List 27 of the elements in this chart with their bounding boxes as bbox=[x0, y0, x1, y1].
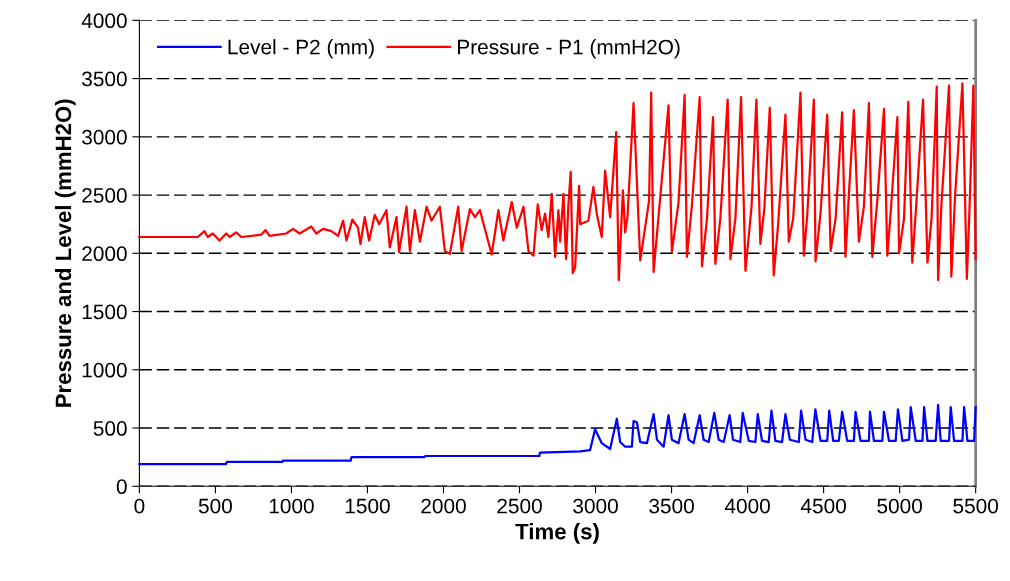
legend-label: Level - P2 (mm) bbox=[228, 39, 374, 59]
x-tick-label: 4500 bbox=[800, 498, 846, 514]
x-tick-label: 5000 bbox=[877, 498, 922, 514]
y-tick-label: 500 bbox=[93, 421, 127, 436]
x-tick-label: 1500 bbox=[345, 498, 390, 514]
x-tick-label: 3500 bbox=[649, 498, 694, 514]
x-tick-label: 1000 bbox=[269, 498, 314, 514]
y-tick-label: 1500 bbox=[82, 304, 127, 320]
line-series bbox=[138, 82, 977, 282]
x-tick-label: 4000 bbox=[724, 498, 770, 514]
y-tick-label: 2000 bbox=[82, 246, 127, 262]
x-tick-label: 2500 bbox=[497, 498, 542, 514]
line-series bbox=[138, 403, 977, 466]
y-tick-label: 0 bbox=[116, 479, 127, 495]
x-axis-title: Time (s) bbox=[515, 523, 599, 544]
y-tick-label: 2500 bbox=[82, 188, 127, 203]
y-tick-label: 3000 bbox=[82, 129, 127, 145]
x-tick-label: 5500 bbox=[953, 498, 999, 514]
legend-label: Pressure - P1 (mmH2O) bbox=[458, 39, 680, 59]
x-tick-label: 2000 bbox=[421, 498, 466, 514]
y-tick-label: 4000 bbox=[81, 13, 127, 29]
x-tick-label: 0 bbox=[134, 498, 145, 514]
y-tick-label: 3500 bbox=[82, 71, 127, 87]
x-tick-label: 500 bbox=[198, 498, 232, 514]
x-tick-label: 3000 bbox=[573, 498, 618, 514]
y-tick-label: 1000 bbox=[82, 362, 127, 378]
y-axis-title: Pressure and Level (mmH2O) bbox=[54, 99, 76, 407]
